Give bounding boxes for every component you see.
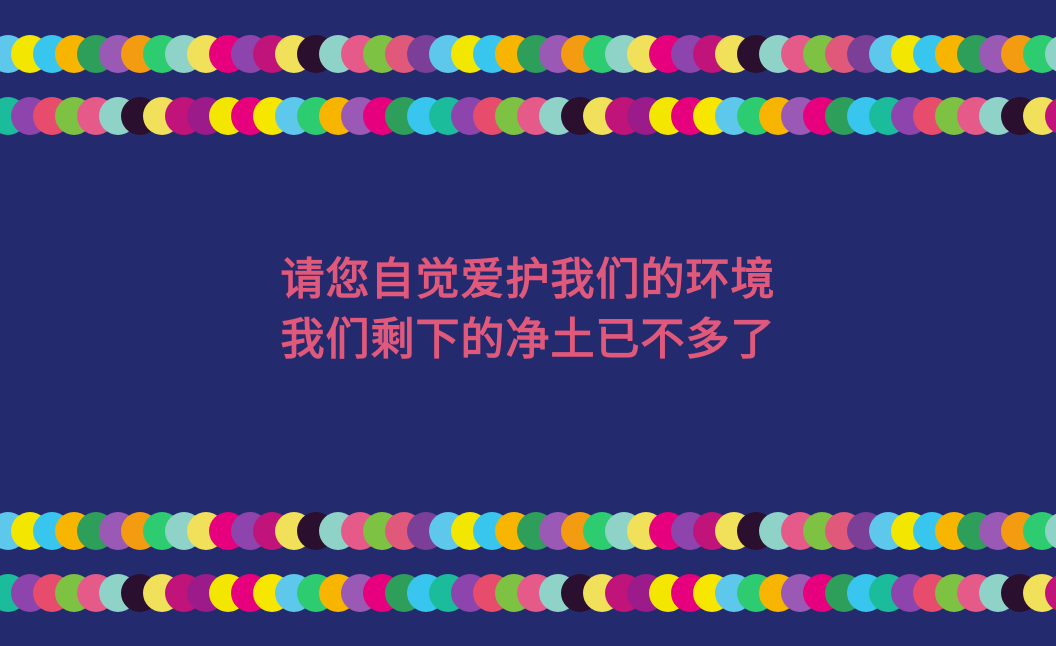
decorative-dot [1045,575,1056,611]
dot-band-graphic [0,97,1056,135]
decorative-dot-band-bottom-2 [0,573,1056,613]
message-line-1: 请您自觉爱护我们的环境 [280,254,776,305]
dot-band-graphic [0,35,1056,73]
environment-message: 请您自觉爱护我们的环境 我们剩下的净土已不多了 [0,250,1056,370]
dot-band-graphic [0,512,1056,550]
message-line-2: 我们剩下的净土已不多了 [280,314,776,365]
decorative-dot-band-bottom-1 [0,511,1056,551]
dot-band-graphic [0,574,1056,612]
decorative-dot [1045,98,1056,134]
decorative-dot-band-top-2 [0,96,1056,136]
decorative-dot [1045,36,1056,72]
decorative-dot [1045,513,1056,549]
decorative-dot-band-top-1 [0,34,1056,74]
